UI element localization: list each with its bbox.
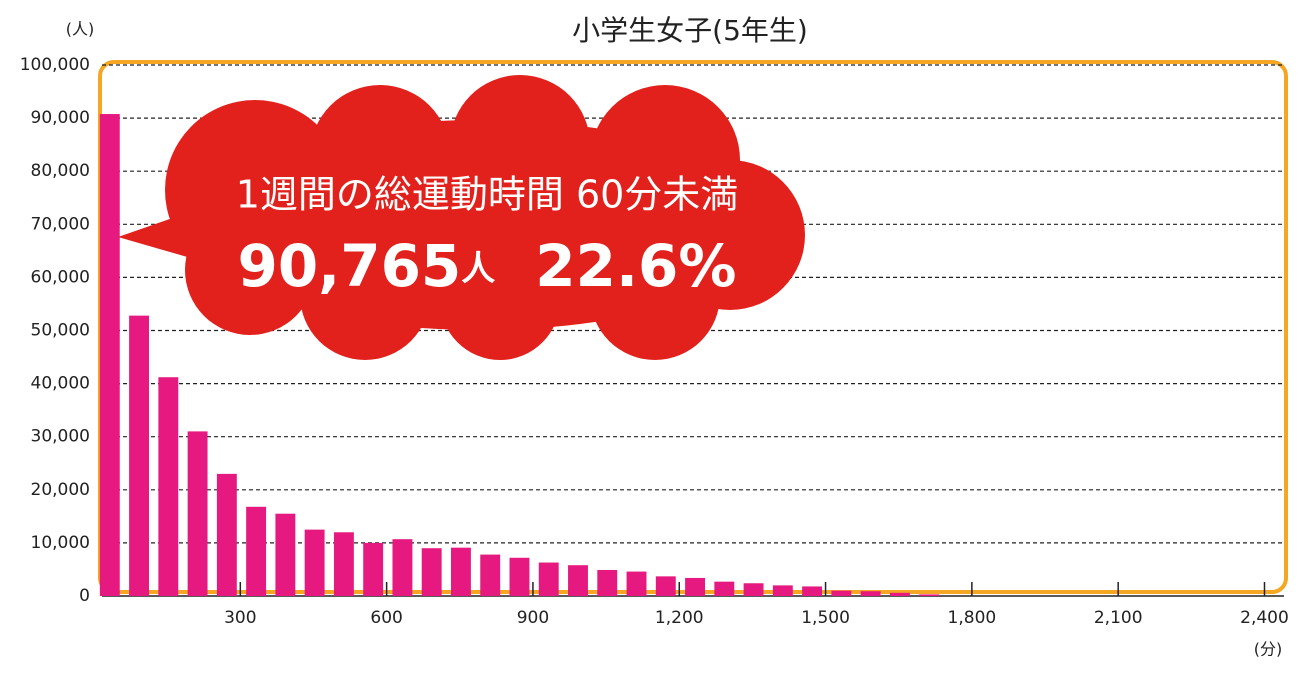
y-tick-label: 0 [79, 586, 90, 606]
callout [118, 75, 805, 360]
bar [99, 114, 120, 597]
bar [538, 562, 559, 596]
bar [216, 473, 237, 596]
bar [714, 581, 735, 596]
x-tick-label: 1,500 [801, 608, 850, 628]
x-tick-label: 1,200 [655, 608, 704, 628]
bar [480, 554, 501, 596]
x-tick-label: 600 [370, 608, 402, 628]
y-tick-label: 50,000 [31, 321, 90, 341]
bar [304, 529, 325, 596]
callout-puff [310, 85, 450, 225]
y-tick-label: 100,000 [20, 55, 90, 75]
x-tick-label: 300 [224, 608, 256, 628]
bar [919, 594, 940, 596]
callout-count-unit: 人 [461, 249, 495, 289]
bar [275, 513, 296, 596]
y-unit: (人) [66, 20, 95, 39]
bar [568, 565, 588, 596]
bar [246, 506, 267, 596]
bar [392, 539, 413, 596]
bar [509, 557, 530, 596]
x-tick-label: 2,100 [1094, 608, 1143, 628]
bar [187, 431, 208, 596]
bar [860, 591, 881, 596]
bar [802, 586, 823, 596]
y-tick-label: 90,000 [31, 108, 90, 128]
bar [655, 576, 676, 596]
y-tick-label: 10,000 [31, 533, 90, 553]
x-tick-label: 900 [517, 608, 549, 628]
y-tick-label: 30,000 [31, 427, 90, 447]
bar [743, 583, 764, 596]
callout-figures: 90,765人 22.6% [237, 232, 736, 300]
y-tick-label: 70,000 [31, 214, 90, 234]
y-tick-label: 60,000 [31, 267, 90, 287]
callout-puff [300, 230, 430, 360]
x-tick-label: 1,800 [948, 608, 997, 628]
chart-title: 小学生女子(5年生) [572, 14, 808, 47]
callout-label: 1週間の総運動時間 60分未満 [236, 173, 739, 217]
bar [685, 577, 705, 596]
bar [772, 585, 793, 596]
y-tick-label: 20,000 [31, 480, 90, 500]
x-unit: (分) [1254, 640, 1283, 659]
x-tick-label: 2,400 [1240, 608, 1289, 628]
y-tick-label: 40,000 [31, 374, 90, 394]
bar [129, 315, 150, 596]
bar [333, 532, 354, 596]
y-tick-label: 80,000 [31, 161, 90, 181]
callout-puff [440, 240, 560, 360]
callout-puff [450, 75, 590, 215]
bar [597, 569, 618, 596]
callout-count: 90,765 [237, 232, 461, 300]
bar [626, 571, 647, 596]
bar [158, 377, 179, 596]
bar [889, 592, 910, 596]
bar [421, 548, 442, 596]
bar [451, 547, 471, 596]
bar [363, 542, 384, 596]
callout-puff [185, 205, 315, 335]
callout-puff [590, 230, 720, 360]
bar [831, 590, 852, 596]
callout-share: 22.6% [535, 232, 736, 300]
